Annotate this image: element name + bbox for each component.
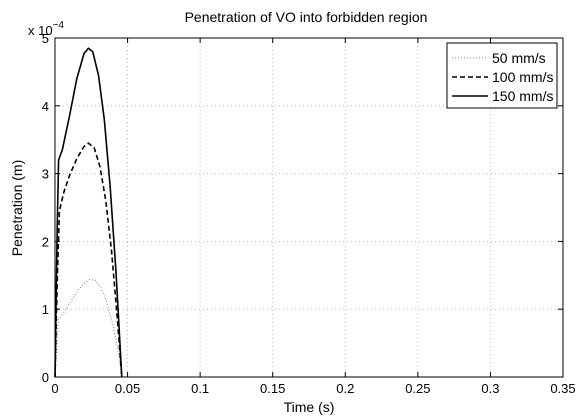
y-tick-label: 4 bbox=[42, 99, 49, 114]
y-axis-multiplier-exponent: −4 bbox=[53, 20, 65, 31]
x-tick-label: 0.35 bbox=[550, 381, 575, 396]
ticks: 0 0.05 0.1 0.15 0.2 0.25 0.3 0.35 0 1 2 3 4 5 bbox=[42, 31, 576, 396]
legend-box bbox=[446, 42, 558, 109]
x-tick-label: 0 bbox=[51, 381, 58, 396]
x-tick-label: 0.05 bbox=[115, 381, 140, 396]
y-tick-label: 3 bbox=[42, 167, 49, 182]
x-tick-label: 0.2 bbox=[336, 381, 354, 396]
y-tick-label: 0 bbox=[42, 370, 49, 385]
y-axis-multiplier-base: x 10 bbox=[28, 23, 53, 38]
series-line-3 bbox=[54, 47, 123, 378]
x-tick-label: 0.15 bbox=[260, 381, 285, 396]
y-tick-label: 1 bbox=[42, 302, 49, 317]
x-tick-label: 0.25 bbox=[405, 381, 430, 396]
plot-area-frame bbox=[54, 37, 564, 378]
x-tick-label: 0.1 bbox=[191, 381, 209, 396]
chart-title: Penetration of VO into forbidden region bbox=[185, 9, 428, 25]
legend-label: 100 mm/s bbox=[492, 69, 553, 85]
series-line-1 bbox=[54, 278, 123, 378]
series-layer bbox=[54, 47, 123, 378]
y-axis-label: Penetration (m) bbox=[9, 160, 25, 256]
series-line-2 bbox=[54, 142, 123, 378]
legend: 50 mm/s 100 mm/s 150 mm/s bbox=[446, 42, 558, 109]
grid bbox=[55, 38, 563, 377]
y-tick-label: 2 bbox=[42, 234, 49, 249]
legend-label: 150 mm/s bbox=[492, 88, 553, 104]
x-axis-label: Time (s) bbox=[284, 399, 335, 415]
x-tick-label: 0.3 bbox=[481, 381, 499, 396]
y-axis-multiplier: x 10−4 bbox=[28, 20, 64, 38]
y-tick-label: 5 bbox=[42, 31, 49, 46]
legend-label: 50 mm/s bbox=[492, 50, 546, 66]
